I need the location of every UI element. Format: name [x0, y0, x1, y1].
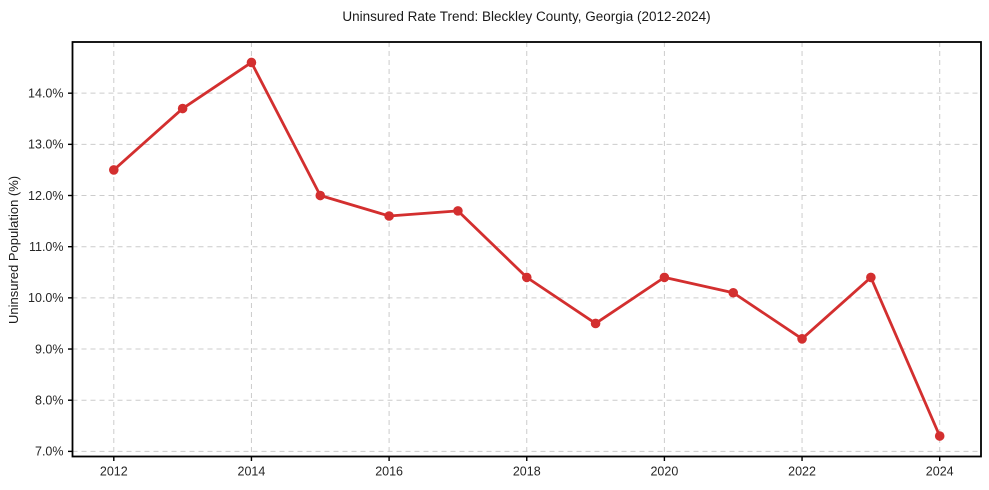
data-point-2022 — [797, 334, 807, 344]
y-tick-label: 8.0% — [35, 394, 64, 408]
chart-title: Uninsured Rate Trend: Bleckley County, G… — [342, 9, 711, 24]
y-tick-label: 13.0% — [28, 138, 63, 152]
y-tick-label: 7.0% — [35, 445, 64, 459]
data-point-2024 — [934, 431, 945, 441]
x-tick-label: 2014 — [238, 465, 266, 479]
data-point-2015 — [315, 190, 326, 201]
x-tick-label: 2016 — [375, 465, 403, 479]
x-tick-label: 2020 — [650, 465, 678, 479]
data-point-2020 — [659, 272, 670, 283]
data-point-2012 — [108, 165, 119, 175]
plot-border — [71, 41, 982, 458]
data-point-2016 — [384, 211, 394, 221]
y-tick-label: 11.0% — [29, 240, 64, 254]
data-point-2018 — [521, 272, 532, 283]
data-point-2021 — [728, 287, 739, 298]
y-tick-label: 12.0% — [28, 189, 63, 203]
x-tick-label: 2012 — [100, 465, 128, 479]
data-point-2019 — [590, 318, 601, 329]
data-point-2013 — [177, 103, 188, 114]
x-tick-label: 2024 — [926, 465, 954, 479]
x-tick-label: 2022 — [788, 465, 816, 479]
data-point-2014 — [246, 57, 257, 68]
y-tick-label: 14.0% — [28, 86, 63, 100]
y-axis-label: Uninsured Population (%) — [6, 175, 21, 324]
y-tick-label: 9.0% — [35, 342, 64, 356]
data-point-2023 — [866, 272, 876, 283]
y-tick-label: 10.0% — [28, 291, 63, 305]
data-point-2017 — [453, 206, 463, 216]
x-tick-label: 2018 — [513, 465, 541, 479]
